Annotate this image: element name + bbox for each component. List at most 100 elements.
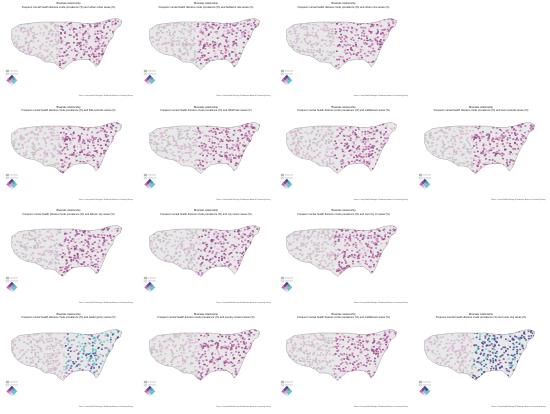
- panel-footnote: Source: County Health Rankings & Roadmap…: [78, 303, 133, 304]
- panel-subtitle: Frequent mental health distress crude pr…: [160, 109, 252, 112]
- panel-footnote: Source: County Health Rankings & Roadmap…: [491, 406, 546, 408]
- legend-swatches: [143, 69, 156, 76]
- map-shape: [148, 328, 260, 381]
- us-county-map: [418, 121, 535, 190]
- legend-swatches: [280, 173, 293, 179]
- map-panel: [413, 207, 550, 310]
- panel-title: Bivariate relationship: [56, 105, 81, 109]
- map-panel: Bivariate relationship Frequent mental he…: [275, 207, 412, 310]
- bivariate-legend: [6, 385, 18, 397]
- map-panel: Bivariate relationship Frequent mental he…: [275, 104, 412, 207]
- panel-footnote: Source: County Health Rankings & Roadmap…: [216, 199, 271, 201]
- map-shape: [148, 18, 260, 70]
- legend-swatches: [5, 173, 18, 179]
- bivariate-legend: [281, 385, 293, 397]
- map-shape: [11, 225, 122, 277]
- map-panel: Bivariate relationship Frequent mental he…: [0, 207, 137, 310]
- panel-title: Bivariate relationship: [468, 312, 494, 316]
- panel-title: Bivariate relationship: [468, 105, 494, 109]
- bivariate-legend: [143, 74, 155, 86]
- panel-title: Bivariate relationship: [193, 209, 219, 212]
- panel-footnote: Source: County Health Rankings & Roadmap…: [78, 96, 133, 97]
- map-shape: [11, 18, 122, 70]
- panel-footnote: Source: County Health Rankings & Roadmap…: [78, 406, 133, 408]
- panel-footnote: Source: County Health Rankings & Roadmap…: [353, 406, 408, 408]
- us-county-map: [5, 18, 122, 86]
- legend-swatches: [280, 69, 293, 76]
- panel-title: Bivariate relationship: [56, 209, 81, 212]
- bivariate-legend: [418, 178, 430, 190]
- panel-title: Bivariate relationship: [193, 2, 219, 5]
- bivariate-legend: [143, 281, 155, 293]
- us-county-map: [418, 328, 535, 397]
- us-county-map: [5, 225, 122, 293]
- map-panel: Bivariate relationship Frequent mental he…: [0, 104, 137, 207]
- us-county-map: [143, 328, 260, 397]
- panel-subtitle: Frequent mental health distress crude pr…: [297, 212, 390, 216]
- panel-footnote: Source: County Health Rankings & Roadmap…: [216, 406, 271, 408]
- bivariate-legend: [281, 178, 293, 190]
- panel-title: Bivariate relationship: [331, 105, 356, 109]
- map-panel: Bivariate relationship Frequent mental he…: [0, 311, 137, 414]
- panel-subtitle: Frequent mental health distress crude pr…: [21, 5, 116, 9]
- us-county-map: [280, 18, 397, 86]
- map-panel: Bivariate relationship Frequent mental he…: [0, 0, 137, 103]
- panel-subtitle: Frequent mental health distress crude pr…: [297, 109, 390, 112]
- map-shape: [11, 328, 122, 381]
- map-shape: [148, 225, 260, 277]
- map-shape: [11, 121, 122, 174]
- panel-footnote: Source: County Health Rankings & Roadmap…: [216, 96, 271, 97]
- bivariate-legend: [281, 281, 293, 293]
- legend-swatches: [418, 380, 431, 386]
- map-panel: Bivariate relationship Frequent mental he…: [138, 104, 275, 207]
- map-panel: [413, 0, 550, 103]
- legend-swatches: [280, 380, 293, 386]
- map-panel: Bivariate relationship Frequent mental he…: [275, 311, 412, 414]
- legend-swatches: [5, 276, 18, 283]
- bivariate-legend: [143, 385, 155, 397]
- bivariate-legend: [281, 74, 293, 86]
- us-county-map: [143, 121, 260, 190]
- panel-footnote: Source: County Health Rankings & Roadmap…: [216, 303, 271, 304]
- panel-footnote: Source: County Health Rankings & Roadmap…: [491, 199, 546, 201]
- panel-title: Bivariate relationship: [331, 312, 356, 316]
- us-outline: [148, 121, 260, 174]
- panel-title: Bivariate relationship: [56, 2, 81, 5]
- us-county-map: [5, 121, 122, 190]
- us-county-map: [280, 225, 397, 293]
- panel-title: Bivariate relationship: [331, 209, 356, 212]
- legend-swatches: [5, 380, 18, 386]
- panel-subtitle: Frequent mental health distress crude pr…: [21, 316, 116, 319]
- legend-swatches: [5, 69, 18, 76]
- legend-swatches: [280, 276, 293, 283]
- map-shape: [286, 328, 397, 381]
- map-panel: Bivariate relationship Frequent mental he…: [413, 104, 550, 207]
- panel-title: Bivariate relationship: [56, 312, 81, 316]
- us-county-map: [143, 225, 260, 293]
- panel-title: Bivariate relationship: [331, 2, 356, 5]
- map-panel: Bivariate relationship Frequent mental he…: [413, 311, 550, 414]
- legend-swatches: [143, 173, 156, 179]
- bivariate-legend: [6, 178, 18, 190]
- map-shape: [423, 328, 535, 381]
- bivariate-legend: [6, 74, 18, 86]
- map-shape: [286, 225, 397, 277]
- panel-subtitle: Frequent mental health distress crude pr…: [21, 109, 116, 112]
- map-panel: Bivariate relationship Frequent mental he…: [138, 311, 275, 414]
- panel-title: Bivariate relationship: [193, 312, 219, 316]
- panel-subtitle: Frequent mental health distress crude pr…: [297, 5, 390, 9]
- panel-subtitle: Frequent mental health distress crude pr…: [158, 5, 254, 9]
- panel-subtitle: Frequent mental health distress crude pr…: [22, 212, 115, 216]
- map-shape: [286, 121, 397, 174]
- map-panel: Bivariate relationship Frequent mental he…: [138, 207, 275, 310]
- us-county-map: [280, 328, 397, 397]
- panel-footnote: Source: County Health Rankings & Roadmap…: [353, 303, 408, 304]
- panel-title: Bivariate relationship: [193, 105, 219, 109]
- map-panel: Bivariate relationship Frequent mental he…: [138, 0, 275, 103]
- legend-swatches: [418, 173, 431, 179]
- map-shape: [423, 121, 535, 174]
- legend-swatches: [143, 276, 156, 283]
- panel-subtitle: Frequent mental health distress crude pr…: [297, 316, 390, 319]
- us-county-map: [5, 328, 122, 397]
